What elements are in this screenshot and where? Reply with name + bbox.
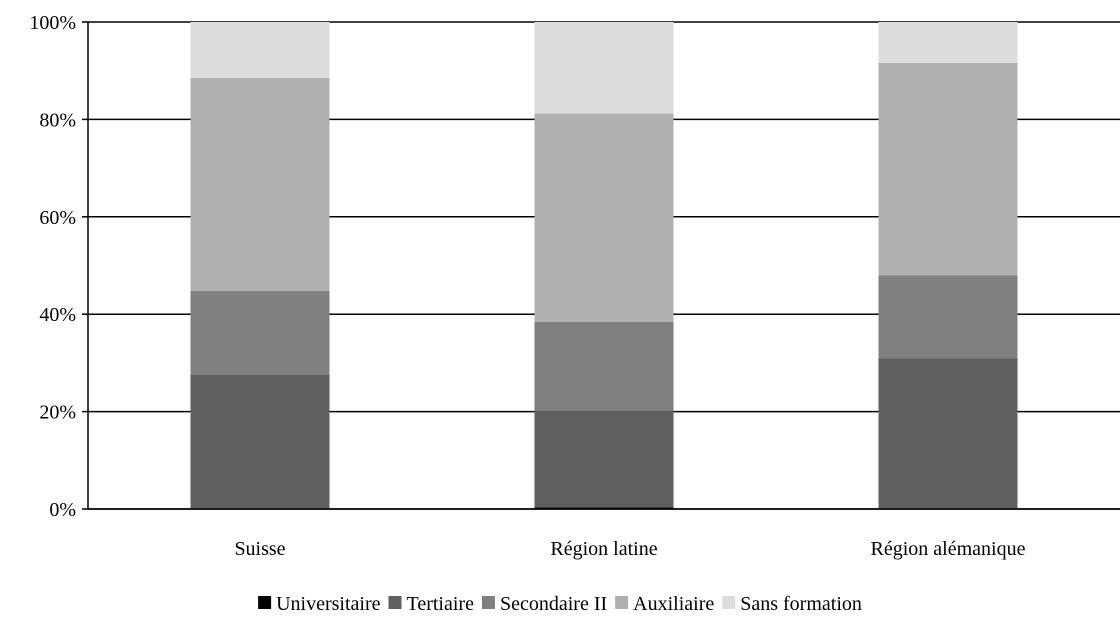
bar-segment xyxy=(534,22,674,114)
bar-segment xyxy=(878,22,1018,63)
legend: Universitaire Tertiaire Secondaire II Auxil… xyxy=(258,593,862,615)
y-tick-label: 0% xyxy=(49,499,76,521)
legend-item: Universitaire xyxy=(258,593,381,615)
legend-label: Secondaire II xyxy=(500,593,607,615)
x-axis: Suisse Région latine Région alémanique xyxy=(88,508,1120,560)
legend-item: Sans formation xyxy=(722,593,862,615)
bar-segment xyxy=(190,290,330,375)
legend-swatch xyxy=(388,596,402,609)
legend-swatch xyxy=(615,596,629,609)
legend-label: Tertiaire xyxy=(407,593,475,615)
x-category-label: Suisse xyxy=(234,538,285,560)
bar-segment xyxy=(190,78,330,291)
bar-segment xyxy=(190,22,330,79)
legend-label: Universitaire xyxy=(276,593,381,615)
legend-item: Secondaire II xyxy=(481,593,607,615)
legend-swatch xyxy=(722,596,736,609)
y-axis: 0% 20% 40% 60% 80% 100% xyxy=(29,12,89,521)
bar-segment xyxy=(878,358,1018,509)
bar-segment xyxy=(534,411,674,508)
bar-segment xyxy=(534,321,674,412)
bar-segment xyxy=(878,62,1018,276)
x-category-label: Région latine xyxy=(550,538,657,560)
y-tick-label: 40% xyxy=(39,304,76,326)
bar-segment xyxy=(878,275,1018,359)
legend-swatch xyxy=(258,596,272,609)
legend-label: Auxiliaire xyxy=(633,593,714,615)
y-tick-label: 20% xyxy=(39,402,76,424)
y-tick-label: 80% xyxy=(39,109,76,131)
bar-segment xyxy=(534,113,674,322)
legend-label: Sans formation xyxy=(740,593,862,615)
legend-item: Tertiaire xyxy=(388,593,475,615)
bars xyxy=(190,22,1018,509)
y-tick-label: 60% xyxy=(39,207,76,229)
bar-segment xyxy=(190,374,330,509)
y-tick-label: 100% xyxy=(29,12,76,34)
legend-swatch xyxy=(481,596,495,609)
legend-item: Auxiliaire xyxy=(615,593,714,615)
x-category-label: Région alémanique xyxy=(871,538,1026,560)
